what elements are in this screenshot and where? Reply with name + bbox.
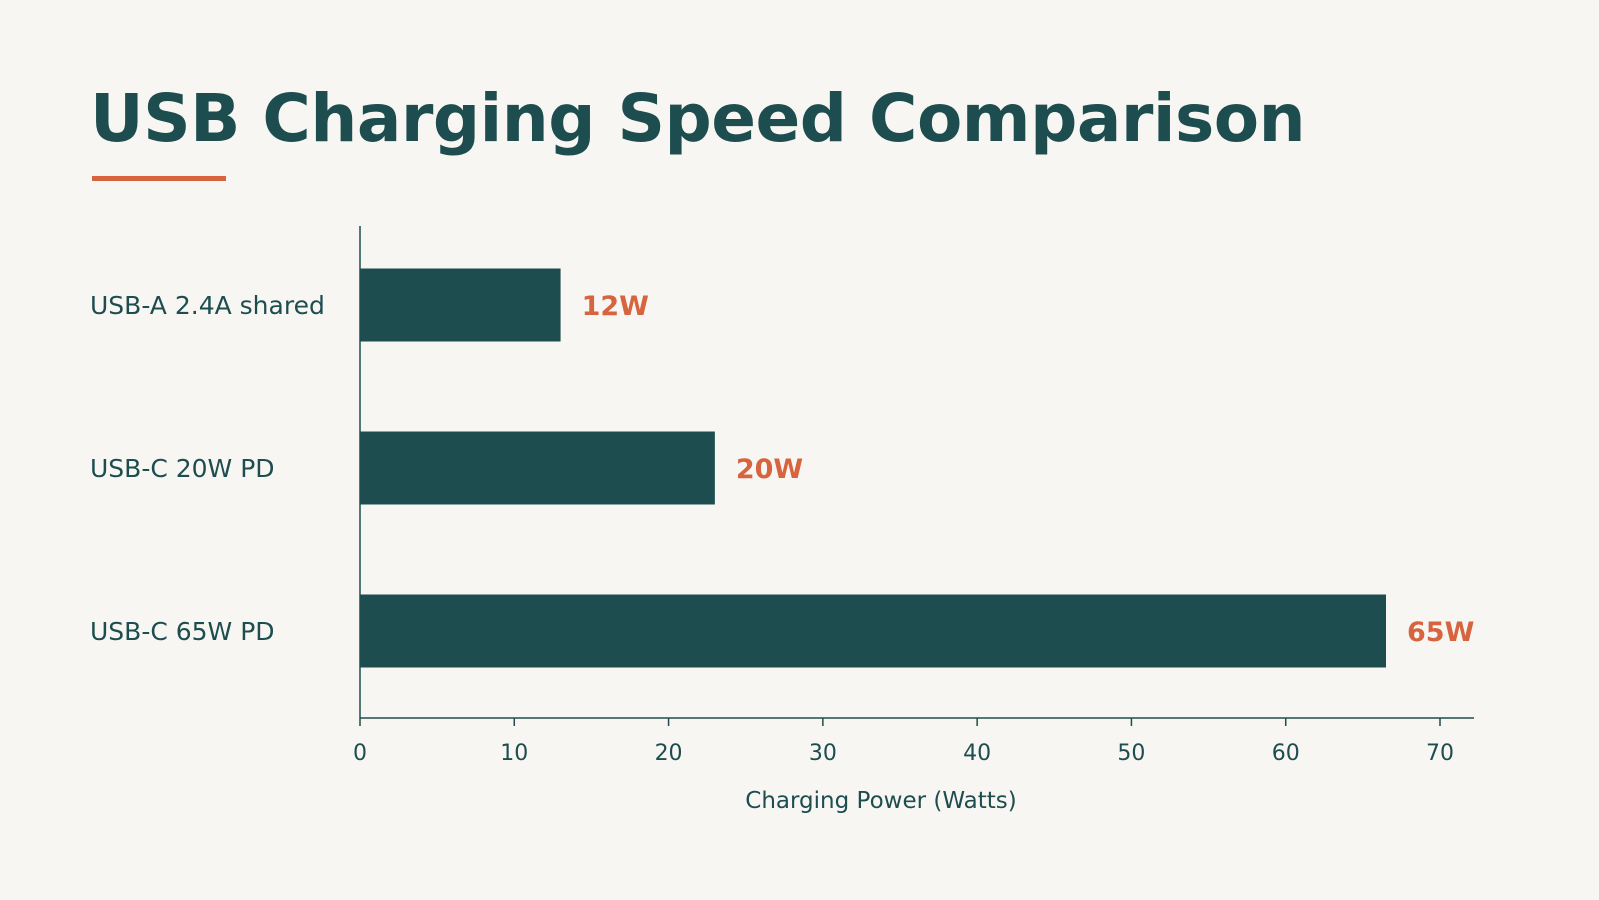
x-tick-label: 50 (1117, 741, 1145, 766)
x-tick-label: 40 (963, 741, 991, 766)
bar (360, 594, 1386, 668)
category-label: USB-A 2.4A shared (90, 291, 325, 320)
bar (360, 268, 561, 342)
category-label: USB-C 20W PD (90, 454, 275, 483)
bar (360, 431, 715, 505)
x-tick-label: 60 (1272, 741, 1300, 766)
bar-value-label: 20W (736, 454, 803, 485)
x-axis-title: Charging Power (Watts) (745, 788, 1016, 814)
category-label: USB-C 65W PD (90, 617, 275, 646)
x-tick-label: 10 (500, 741, 528, 766)
x-tick-label: 20 (655, 741, 683, 766)
bar-value-label: 12W (582, 291, 649, 322)
bar-value-label: 65W (1407, 617, 1474, 648)
chart-title: USB Charging Speed Comparison (90, 80, 1306, 157)
x-tick-label: 30 (809, 741, 837, 766)
x-tick-label: 0 (353, 741, 367, 766)
x-tick-label: 70 (1426, 741, 1454, 766)
title-underline (92, 176, 226, 181)
